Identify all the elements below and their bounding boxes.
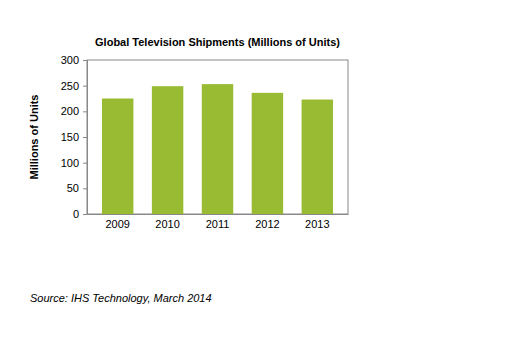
y-tick-mark <box>83 163 87 164</box>
x-tick-label: 2013 <box>305 218 329 230</box>
y-tick: 50 <box>67 182 87 194</box>
bar <box>302 100 333 214</box>
chart: 0 50 100 150 200 250 300 2009 2010 2011 2012 2013 Gl… <box>0 0 512 341</box>
y-tick-mark <box>83 86 87 87</box>
plot-frame <box>87 60 348 214</box>
x-tick: 2011 <box>206 214 230 230</box>
title: Global Television Shipments (Millions of… <box>95 36 340 48</box>
y-tick-mark <box>83 188 87 189</box>
y-tick-label: 100 <box>61 157 79 169</box>
x-tick-label: 2012 <box>255 218 279 230</box>
y-tick-mark <box>83 137 87 138</box>
y-tick: 300 <box>61 54 87 66</box>
y-tick-mark <box>83 60 87 61</box>
x-tick: 2013 <box>305 214 329 230</box>
x-tick-label: 2010 <box>155 218 179 230</box>
y-tick-label: 0 <box>73 208 79 220</box>
y-tick: 100 <box>61 157 87 169</box>
plot: 0 50 100 150 200 250 300 2009 2010 2011 2012 2013 <box>61 54 349 230</box>
y-tick: 200 <box>61 105 87 117</box>
x-tick: 2010 <box>155 214 179 230</box>
annotation: Source: IHS Technology, March 2014 <box>30 292 212 304</box>
bar <box>202 84 233 214</box>
x-tick: 2009 <box>105 214 129 230</box>
y-tick-mark <box>83 111 87 112</box>
y-tick: 150 <box>61 131 87 143</box>
y-axis-line <box>83 61 88 215</box>
y-tick: 0 <box>73 208 87 220</box>
y-tick-mark <box>83 214 87 215</box>
y-axis-title: Millions of Units <box>28 95 40 180</box>
x-axis-line <box>88 214 349 215</box>
bar <box>152 86 183 214</box>
y-tick-label: 300 <box>61 54 79 66</box>
y-tick-label: 200 <box>61 105 79 117</box>
x-tick-label: 2011 <box>206 218 230 230</box>
bars <box>102 84 333 214</box>
x-tick-label: 2009 <box>105 218 129 230</box>
y-tick-label: 250 <box>61 80 79 92</box>
bar <box>102 99 133 215</box>
y-tick-label: 50 <box>67 182 79 194</box>
x-axis: 2009 2010 2011 2012 2013 <box>88 214 349 230</box>
bar <box>252 93 283 214</box>
y-tick-label: 150 <box>61 131 79 143</box>
y-axis: 0 50 100 150 200 250 300 <box>61 54 88 220</box>
y-tick: 250 <box>61 80 87 92</box>
x-tick: 2012 <box>255 214 279 230</box>
